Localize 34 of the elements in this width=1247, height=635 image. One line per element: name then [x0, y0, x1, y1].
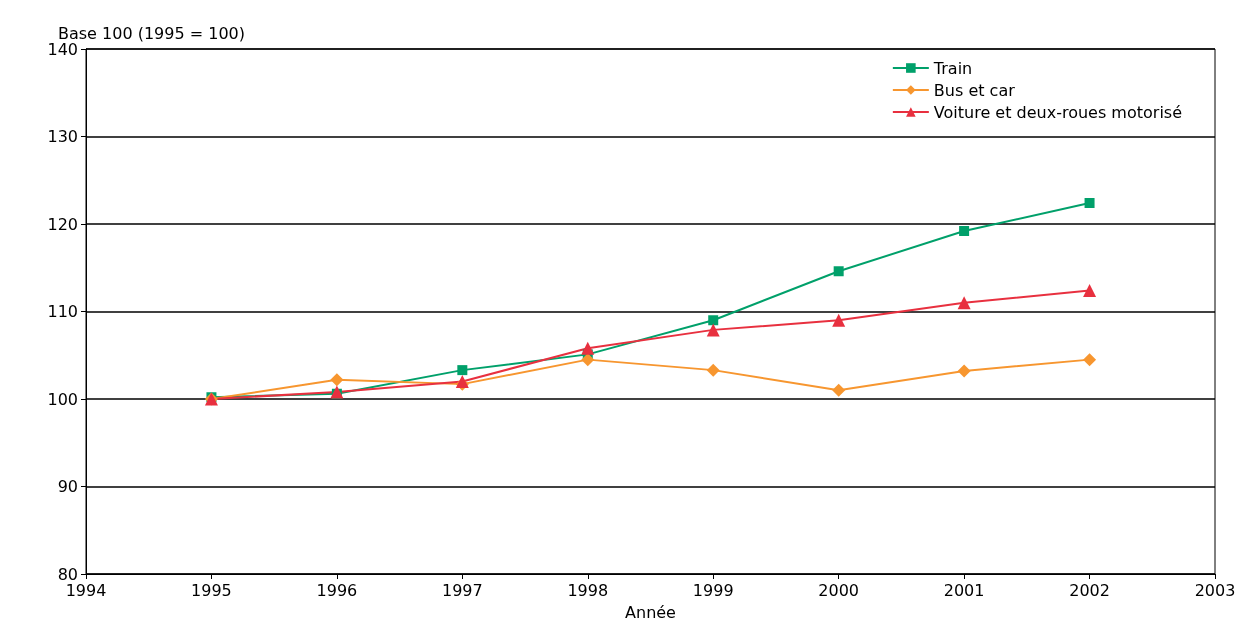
point — [1083, 353, 1097, 367]
legend-label: Voiture et deux-roues motorisé — [933, 102, 1182, 122]
x-tick-label: 1996 — [316, 580, 358, 600]
point — [706, 363, 720, 377]
point — [1084, 198, 1095, 208]
point — [708, 315, 719, 326]
legend-label: Train — [932, 58, 973, 78]
point — [1083, 284, 1097, 297]
x-tick-label: 2001 — [943, 580, 985, 600]
point — [957, 364, 971, 378]
legend-label: Bus et car — [933, 80, 1016, 100]
x-tick-label: 2002 — [1069, 580, 1110, 600]
point — [959, 226, 970, 236]
y-tick-label: 100 — [47, 389, 78, 409]
x-tick-label: 2000 — [818, 580, 860, 600]
point — [832, 383, 846, 397]
y-tick-label: 90 — [57, 477, 78, 496]
point — [706, 323, 720, 337]
point — [581, 341, 595, 355]
x-tick-label: 1995 — [191, 580, 232, 600]
y-tick-label: 110 — [47, 302, 78, 321]
y-tick-label: 130 — [47, 127, 78, 146]
point — [457, 365, 468, 376]
point — [833, 266, 844, 277]
x-tick-label: 1997 — [441, 580, 483, 600]
point — [832, 313, 846, 327]
x-tick-label: 1998 — [567, 580, 609, 600]
point — [957, 296, 971, 310]
x-axis-title: Année — [625, 602, 676, 622]
point — [581, 353, 595, 367]
x-tick-label: 2003 — [1194, 580, 1236, 600]
y-tick-label: 120 — [47, 214, 78, 234]
point — [330, 373, 344, 387]
x-tick-label: 1999 — [692, 580, 734, 600]
